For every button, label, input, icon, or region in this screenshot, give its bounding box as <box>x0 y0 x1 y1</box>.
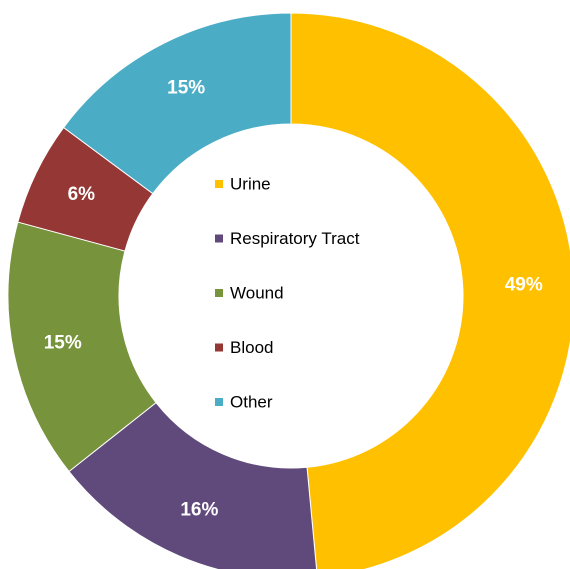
legend-swatch-respiratory-tract <box>215 234 223 243</box>
legend-swatch-urine <box>215 180 223 188</box>
legend-label-wound: Wound <box>230 284 284 303</box>
data-label-wound: 15% <box>44 332 82 353</box>
legend-label-blood: Blood <box>230 338 273 357</box>
legend-item-respiratory-tract: Respiratory Tract <box>215 229 360 248</box>
data-label-respiratory-tract: 16% <box>180 500 218 521</box>
legend-item-other: Other <box>215 393 273 412</box>
legend-swatch-wound <box>215 289 223 297</box>
legend-item-urine: Urine <box>215 175 271 194</box>
data-label-blood: 6% <box>68 184 96 205</box>
donut-slices <box>7 12 570 569</box>
legend-swatch-blood <box>215 343 223 352</box>
legend-label-other: Other <box>230 393 273 412</box>
data-label-urine: 49% <box>505 275 543 296</box>
legend: Urine Respiratory Tract Wound Blood Other <box>215 175 360 412</box>
legend-item-wound: Wound <box>215 284 284 303</box>
legend-swatch-other <box>215 398 223 406</box>
slice-respiratory-tract <box>68 401 318 569</box>
slice-urine <box>290 12 570 569</box>
slice-labels: 49% 16% 15% 6% 15% <box>44 77 543 520</box>
legend-label-urine: Urine <box>230 175 271 194</box>
slice-other <box>62 12 292 195</box>
legend-label-respiratory-tract: Respiratory Tract <box>230 229 360 248</box>
legend-item-blood: Blood <box>215 338 273 357</box>
data-label-other: 15% <box>167 77 205 98</box>
